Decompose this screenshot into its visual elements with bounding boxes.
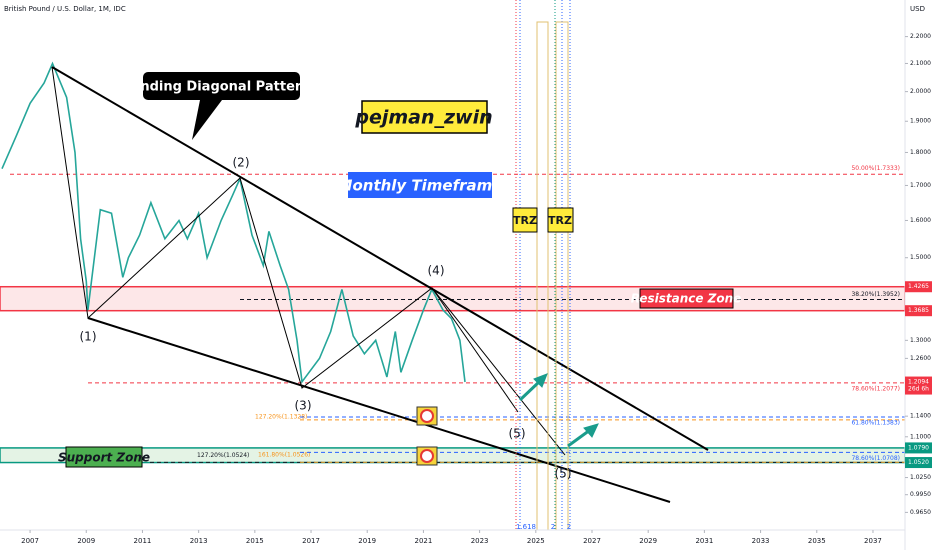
price-marker (905, 457, 932, 469)
fib-label: 78.60%(1.0708) (851, 455, 900, 462)
y-tick-label: 1.7000 (910, 182, 931, 189)
price-marker-label: 1.3685 (908, 307, 929, 314)
price-marker-label: 1.4265 (908, 283, 929, 290)
y-tick-label: 2.2000 (910, 33, 931, 40)
timeframe-box (348, 172, 492, 198)
y-tick-label: 1.6000 (910, 217, 931, 224)
x-tick-label: 2015 (246, 537, 264, 545)
x-tick-label: 2013 (190, 537, 208, 545)
y-tick-label: 0.9650 (910, 509, 931, 516)
y-tick-label: 1.3000 (910, 337, 931, 344)
fib-label: 61.80%(1.1383) (851, 420, 900, 427)
callout-box (143, 72, 300, 100)
upper-trendline (51, 66, 709, 451)
fib-label: 38.20%(1.3952) (851, 291, 900, 298)
author-text: pejman_zwin (354, 107, 492, 129)
arrow (567, 428, 591, 448)
fib-time-label: 2 (567, 523, 571, 531)
target-ring (420, 409, 434, 423)
x-tick-label: 2027 (583, 537, 601, 545)
x-tick-label: 2023 (471, 537, 489, 545)
price-marker (905, 281, 932, 293)
x-tick-label: 2017 (302, 537, 320, 545)
y-tick-label: 1.8000 (910, 149, 931, 156)
wave-label: (2) (233, 156, 250, 170)
resistance-zone (0, 285, 906, 312)
x-tick-label: 2033 (752, 537, 770, 545)
y-tick-label: 0.9950 (910, 491, 931, 498)
y-tick-label: 1.1000 (910, 433, 931, 440)
trz-text: TRZ (513, 214, 537, 227)
x-tick-label: 2025 (527, 537, 545, 545)
price-marker-label: 1.2094 (908, 379, 929, 386)
fib-label: 127.20%(1.1328) (255, 413, 307, 420)
y-tick-label: 1.0250 (910, 474, 931, 481)
drawings: Ending Diagonal Pattern pejman_zwin Mont… (51, 0, 742, 531)
price-marker (905, 376, 932, 395)
x-tick-label: 2031 (695, 537, 713, 545)
price-marker-label: 1.0520 (908, 459, 929, 466)
callout-text: Ending Diagonal Pattern (131, 80, 310, 95)
price-marker (905, 305, 932, 317)
wave-lines (51, 66, 566, 456)
support-box (65, 446, 143, 468)
y-tick-label: 1.1400 (910, 413, 931, 420)
fib-label: 161.80%(1.0526) (258, 452, 310, 459)
wave-label: (5) (555, 467, 572, 481)
arrow-head (533, 373, 548, 388)
time-lines (515, 0, 571, 530)
target-icons (416, 406, 438, 466)
target-ring (420, 449, 434, 463)
wave-label: (5) (509, 427, 526, 441)
y-tick-label: 1.9000 (910, 118, 931, 125)
callout-pointer (192, 100, 222, 140)
author-box (361, 100, 488, 134)
resistance-text: Resistance Zone (631, 292, 742, 306)
fib-time-label: 1.618 (516, 523, 536, 531)
resistance-box (639, 288, 734, 309)
x-tick-label: 2019 (358, 537, 376, 545)
wave-line (431, 287, 519, 413)
arrow (518, 379, 542, 402)
fib-time-label: 2 (551, 523, 555, 531)
y-tick-label: 2.1000 (910, 60, 931, 67)
wave-label: (3) (295, 399, 312, 413)
y-tick-label: 1.2600 (910, 355, 931, 362)
y-tick-label: 2.0000 (910, 88, 931, 95)
fib-label: 78.60%(1.2077) (851, 385, 900, 392)
wave-label: (1) (80, 330, 97, 344)
x-tick-label: 2021 (415, 537, 433, 545)
x-tick-label: 2009 (77, 537, 95, 545)
lower-trendline (87, 317, 671, 503)
wave-label: (4) (428, 264, 445, 278)
x-tick-label: 2007 (21, 537, 39, 545)
fib-label: 127.20%(1.0524) (197, 452, 249, 459)
support-text: Support Zone (58, 451, 150, 465)
arrow-head (583, 423, 599, 438)
trz-text: TRZ (548, 214, 572, 227)
price-marker (905, 442, 932, 454)
x-tick-label: 2029 (639, 537, 657, 545)
price-marker-label: 1.0790 (908, 444, 929, 451)
trz-box (547, 207, 574, 233)
price-marker-sublabel: 26d 6h (908, 386, 929, 393)
y-axis-label: USD (910, 5, 925, 13)
arrows (518, 373, 599, 448)
x-tick-label: 2037 (864, 537, 882, 545)
chart-title: British Pound / U.S. Dollar, 1M, IDC (4, 5, 126, 13)
y-tick-label: 1.5000 (910, 254, 931, 261)
trz-box (512, 207, 538, 233)
fib-label: 50.00%(1.7333) (851, 165, 900, 172)
x-tick-label: 2035 (808, 537, 826, 545)
timeframe-text: Monthly Timeframe (338, 177, 503, 195)
x-tick-label: 2011 (134, 537, 152, 545)
